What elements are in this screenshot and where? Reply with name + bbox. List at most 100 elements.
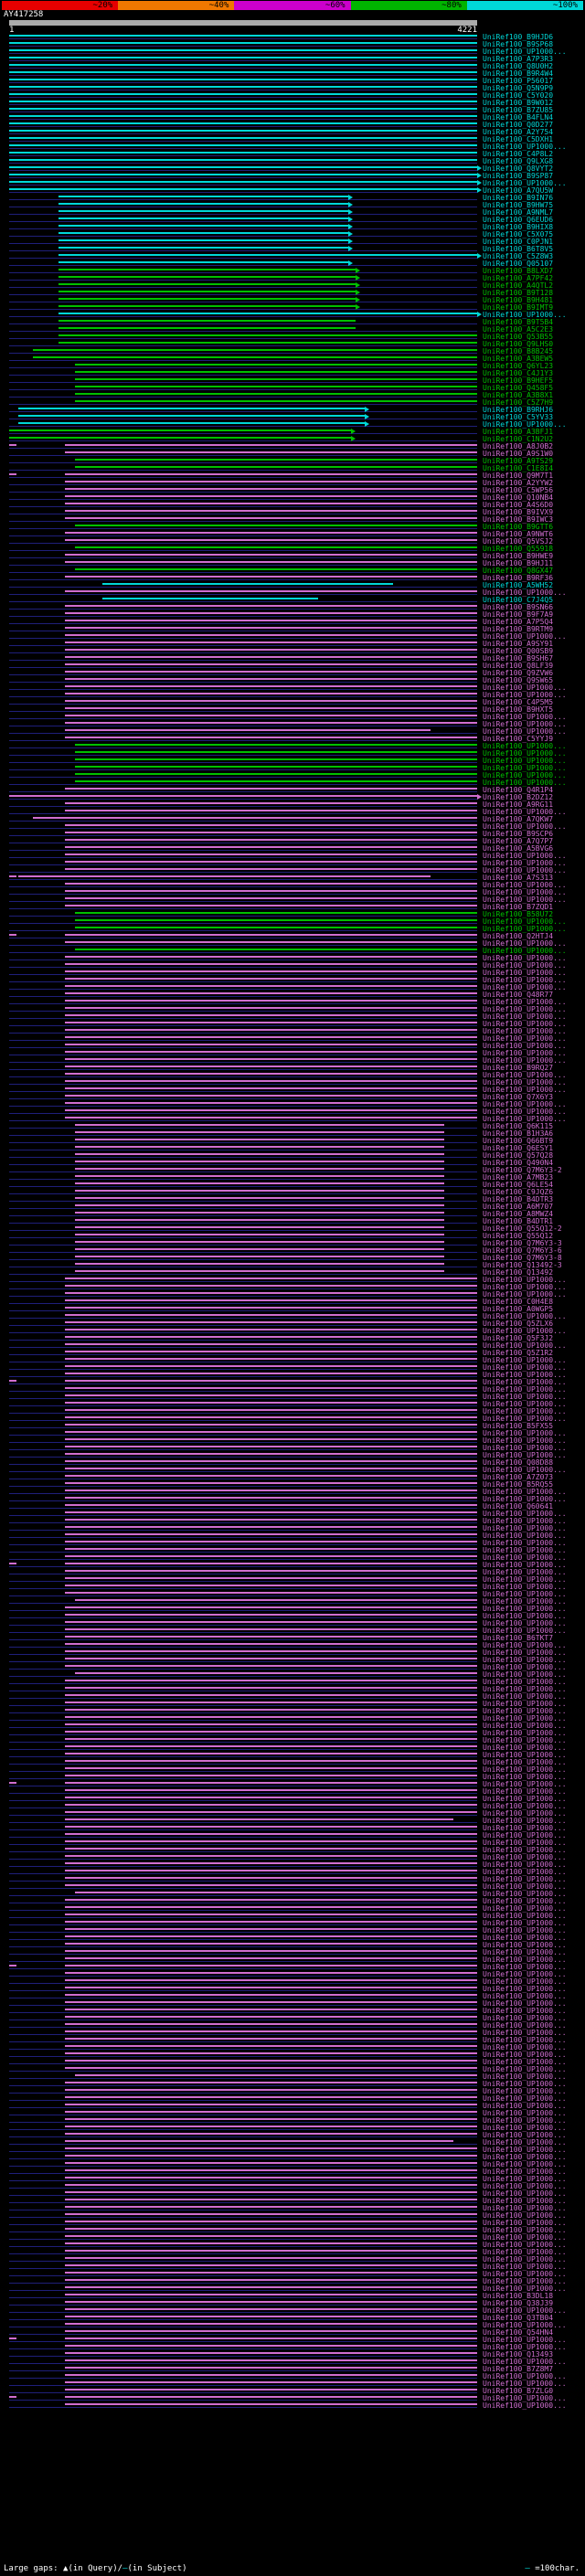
hit-label[interactable]: UniRef100_UP1000...	[483, 969, 567, 977]
hit-row[interactable]: UniRef100_Q9LXG8	[0, 158, 585, 165]
hit-alignment-line[interactable]	[65, 1577, 477, 1579]
hit-label[interactable]: UniRef100_C1E8I4	[483, 464, 554, 472]
hit-label[interactable]: UniRef100_B1H3A6	[483, 1129, 554, 1138]
hit-alignment-line[interactable]	[65, 605, 477, 607]
hit-row[interactable]: UniRef100_UP1000...	[0, 721, 585, 728]
hit-label[interactable]: UniRef100_UP1000...	[483, 2394, 567, 2402]
hit-row[interactable]: UniRef100_UP1000...	[0, 1415, 585, 1423]
hit-row[interactable]: UniRef100_B9HWE9	[0, 553, 585, 560]
hit-label[interactable]: UniRef100_Q8GX47	[483, 567, 554, 575]
hit-row[interactable]: UniRef100_B9GTT6	[0, 524, 585, 531]
hit-alignment-line[interactable]	[65, 488, 477, 490]
hit-row[interactable]: UniRef100_UP1000...	[0, 2051, 585, 2059]
hit-row[interactable]: UniRef100_UP1000...	[0, 2154, 585, 2161]
hit-alignment-line[interactable]	[65, 2272, 477, 2274]
hit-label[interactable]: UniRef100_UP1000...	[483, 822, 567, 831]
hit-row[interactable]: UniRef100_Q60641	[0, 1503, 585, 1511]
hit-row[interactable]: UniRef100_A4S6D0	[0, 502, 585, 509]
hit-alignment-line[interactable]	[18, 408, 366, 409]
hit-row[interactable]: UniRef100_UP1000...	[0, 1401, 585, 1408]
hit-alignment-line[interactable]	[65, 2228, 477, 2230]
hit-alignment-line[interactable]	[74, 546, 477, 548]
hit-alignment-line[interactable]	[32, 817, 477, 819]
hit-label[interactable]: UniRef100_A2Y754	[483, 128, 554, 136]
hit-row[interactable]: UniRef100_UP1000...	[0, 1518, 585, 1525]
hit-row[interactable]: UniRef100_C0H4E8	[0, 1299, 585, 1306]
hit-alignment-line[interactable]	[74, 1270, 445, 1272]
hit-row[interactable]: UniRef100_Q9ZVW6	[0, 670, 585, 677]
hit-label[interactable]: UniRef100_UP1000...	[483, 2270, 567, 2278]
hit-label[interactable]: UniRef100_UP1000...	[483, 588, 567, 597]
hit-row[interactable]: UniRef100_UP1000...	[0, 1525, 585, 1532]
hit-alignment-line[interactable]	[9, 130, 477, 132]
hit-row[interactable]: UniRef100_C1E8I4	[0, 465, 585, 472]
hit-alignment-line[interactable]	[65, 1826, 477, 1828]
hit-alignment-line[interactable]	[65, 1789, 477, 1791]
hit-label[interactable]: UniRef100_B9SCP6	[483, 830, 554, 838]
hit-label[interactable]: UniRef100_UP1000...	[483, 1627, 567, 1635]
hit-label[interactable]: UniRef100_B3DL18	[483, 2292, 554, 2300]
hit-row[interactable]: UniRef100_UP1000...	[0, 2380, 585, 2388]
hit-label[interactable]: UniRef100_UP1000...	[483, 1429, 567, 1437]
hit-row[interactable]: UniRef100_UP1000...	[0, 1956, 585, 1964]
hit-label[interactable]: UniRef100_A8MWZ4	[483, 1210, 554, 1218]
hit-row[interactable]: UniRef100_B9RTM9	[0, 626, 585, 633]
hit-row[interactable]: UniRef100_UP1000...	[0, 1905, 585, 1913]
hit-row[interactable]: UniRef100_UP1000...	[0, 180, 585, 187]
hit-label[interactable]: UniRef100_UP1000...	[483, 1956, 567, 1964]
hit-row[interactable]: UniRef100_B9HW75	[0, 202, 585, 209]
hit-label[interactable]: UniRef100_Q4R1P4	[483, 786, 554, 794]
hit-row[interactable]: UniRef100_A7Q7P7	[0, 838, 585, 845]
hit-alignment-line[interactable]	[65, 2286, 477, 2288]
hit-row[interactable]: UniRef100_B6TKT7	[0, 1635, 585, 1642]
hit-row[interactable]: UniRef100_UP1000...	[0, 2147, 585, 2154]
hit-label[interactable]: UniRef100_UP1000...	[483, 954, 567, 962]
hit-label[interactable]: UniRef100_C9JQZ6	[483, 1188, 554, 1196]
hit-row[interactable]: UniRef100_B1H3A6	[0, 1130, 585, 1138]
hit-alignment-line[interactable]	[65, 1921, 477, 1923]
hit-label[interactable]: UniRef100_Q13492	[483, 1268, 554, 1277]
hit-label[interactable]: UniRef100_UP1000...	[483, 808, 567, 816]
hit-row[interactable]: UniRef100_UP1000...	[0, 984, 585, 991]
hit-alignment-line[interactable]	[65, 532, 477, 534]
hit-alignment-line[interactable]	[9, 166, 477, 168]
hit-row[interactable]: UniRef100_UP1000...	[0, 1781, 585, 1788]
hit-alignment-line[interactable]	[65, 1987, 477, 1988]
hit-alignment-line[interactable]	[74, 393, 477, 395]
hit-row[interactable]: UniRef100_UP1000...	[0, 896, 585, 904]
hit-row[interactable]: UniRef100_UP1000...	[0, 2242, 585, 2249]
hit-row[interactable]: UniRef100_A9NWT6	[0, 531, 585, 538]
hit-alignment-line[interactable]	[65, 2257, 477, 2259]
hit-label[interactable]: UniRef100_B9HWE9	[483, 552, 554, 560]
hit-alignment-line[interactable]	[74, 780, 477, 782]
hit-label[interactable]: UniRef100_Q5F3J2	[483, 1334, 554, 1342]
hit-alignment-line[interactable]	[9, 188, 477, 190]
hit-label[interactable]: UniRef100_UP1000...	[483, 1809, 567, 1818]
hit-row[interactable]: UniRef100_UP1000...	[0, 882, 585, 889]
hit-label[interactable]: UniRef100_C5YYJ9	[483, 735, 554, 743]
hit-alignment-line[interactable]	[65, 1650, 477, 1652]
hit-label[interactable]: UniRef100_A7Q7P7	[483, 837, 554, 845]
hit-label[interactable]: UniRef100_UP1000...	[483, 2204, 567, 2212]
hit-alignment-line[interactable]	[65, 1533, 477, 1535]
hit-alignment-line[interactable]	[65, 1643, 477, 1645]
hit-alignment-line[interactable]	[65, 1658, 477, 1659]
hit-label[interactable]: UniRef100_UP1000...	[483, 1385, 567, 1394]
hit-alignment-line[interactable]	[65, 2140, 454, 2142]
hit-alignment-line[interactable]	[58, 196, 349, 197]
hit-row[interactable]: UniRef100_UP1000...	[0, 143, 585, 151]
hit-row[interactable]: UniRef100_UP1000...	[0, 1759, 585, 1766]
hit-label[interactable]: UniRef100_Q13493	[483, 2350, 554, 2359]
hit-alignment-line[interactable]	[65, 627, 477, 629]
hit-alignment-line[interactable]	[65, 1080, 477, 1082]
hit-label[interactable]: UniRef100_UP1000...	[483, 2189, 567, 2198]
hit-label[interactable]: UniRef100_UP1000...	[483, 1758, 567, 1766]
hit-row[interactable]: UniRef100_UP1000...	[0, 728, 585, 736]
hit-label[interactable]: UniRef100_UP1000...	[483, 1678, 567, 1686]
hit-alignment-line[interactable]	[102, 583, 393, 585]
hit-row[interactable]: UniRef100_Q55Q12	[0, 1233, 585, 1240]
hit-alignment-line[interactable]	[9, 108, 477, 110]
hit-alignment-line[interactable]	[65, 590, 477, 592]
hit-row[interactable]: UniRef100_UP1000...	[0, 2198, 585, 2205]
hit-row[interactable]: UniRef100_UP1000...	[0, 2234, 585, 2242]
